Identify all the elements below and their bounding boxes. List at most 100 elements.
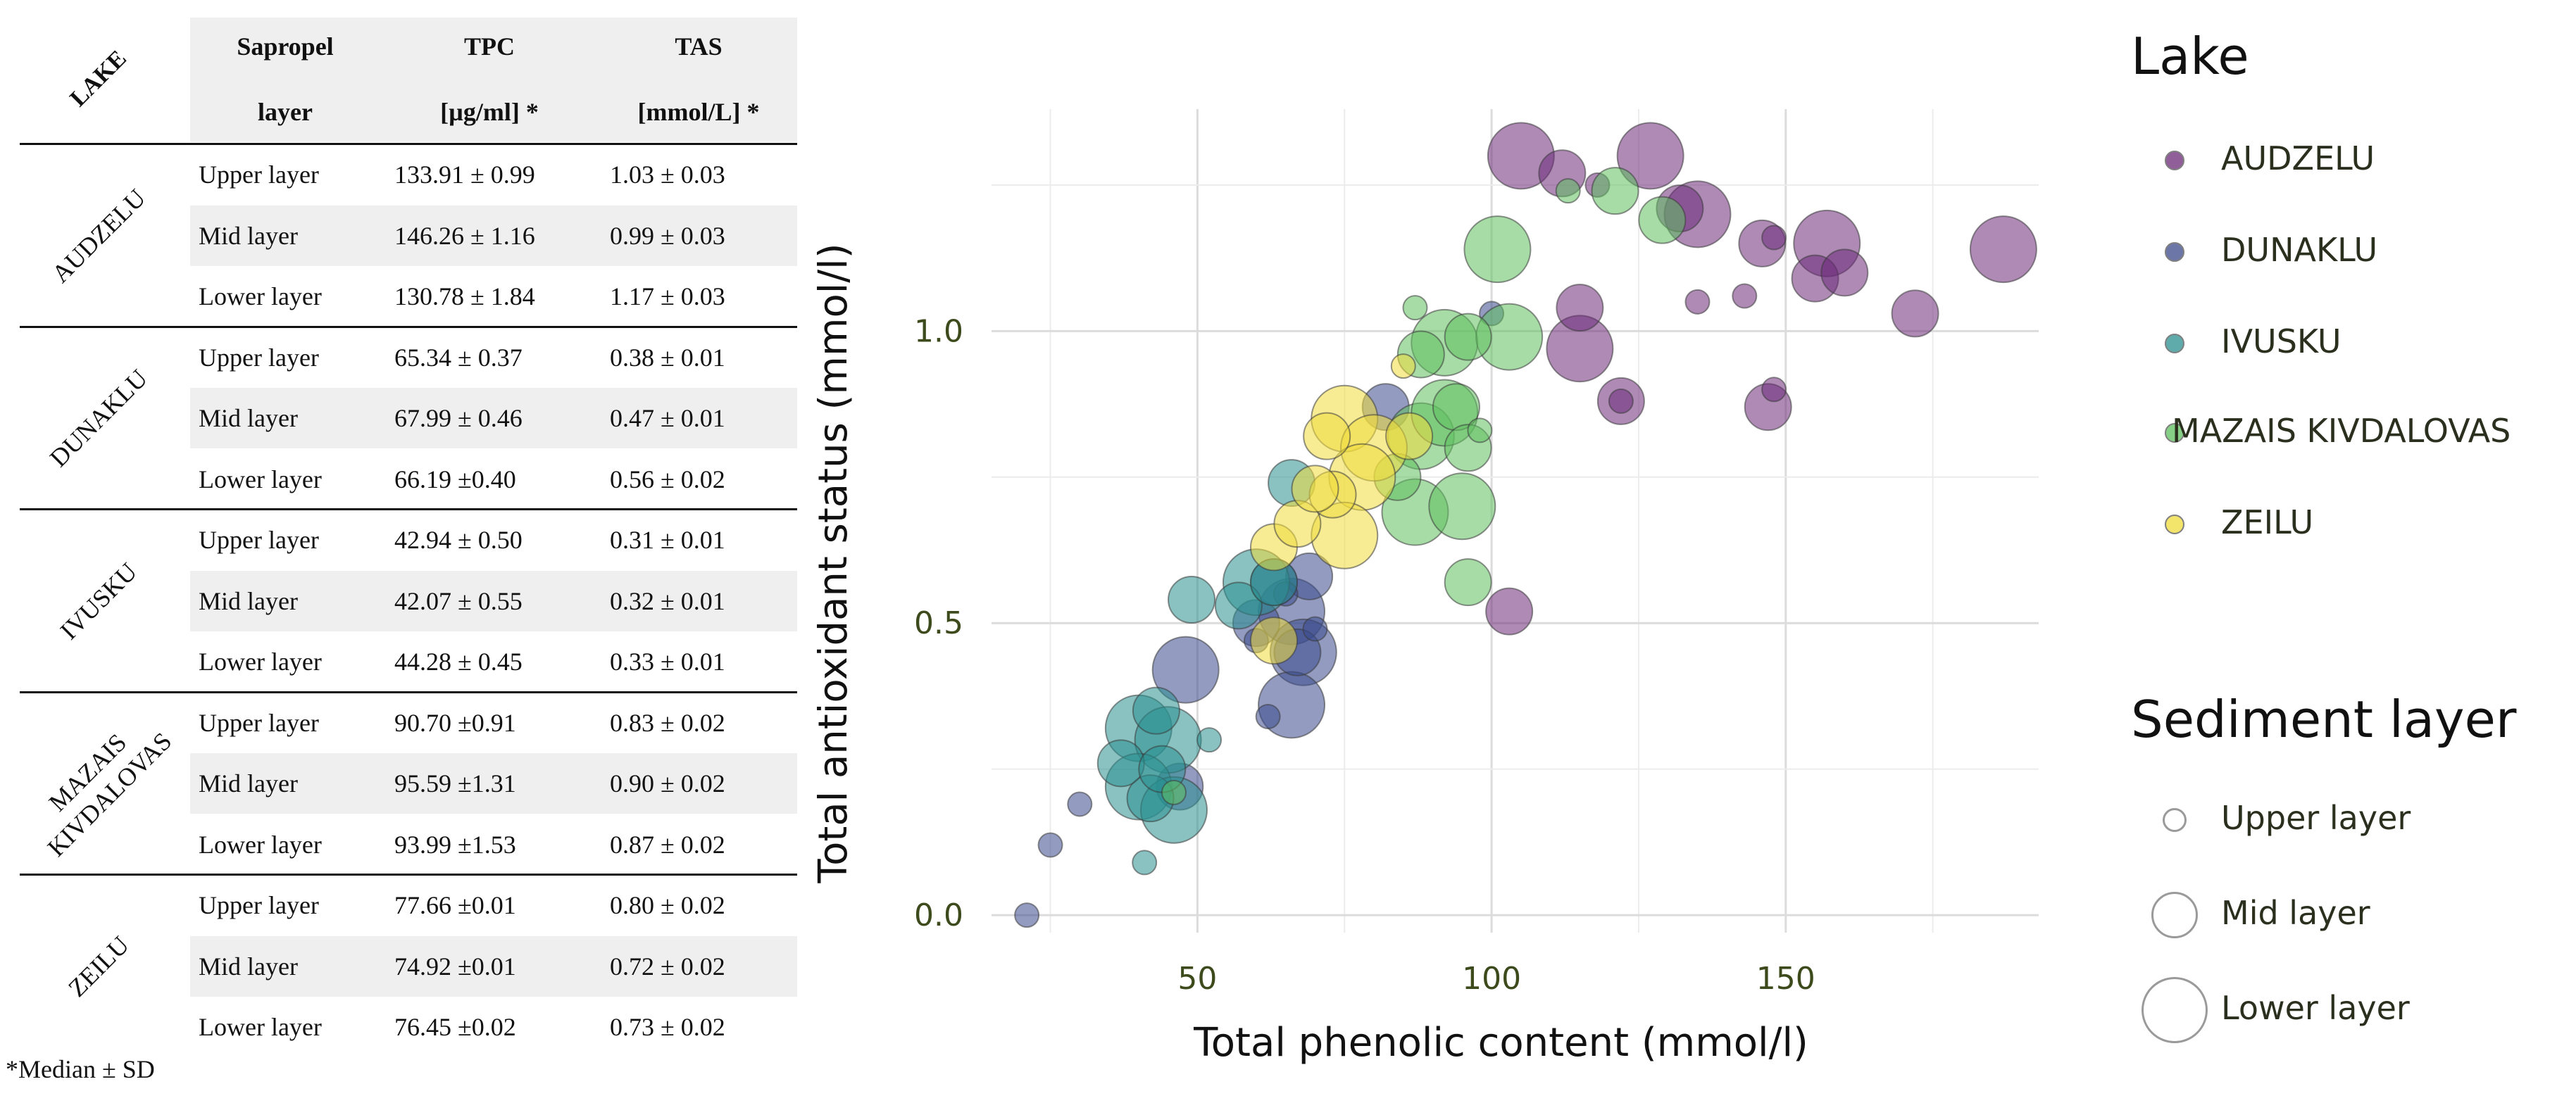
- data-point: [1168, 576, 1216, 624]
- data-point: [1761, 225, 1787, 251]
- legend-lake-swatch: [2165, 334, 2184, 353]
- group-divider: [20, 874, 797, 876]
- cell-layer: Upper layer: [199, 526, 319, 554]
- cell-tas: 0.33 ± 0.01: [610, 648, 725, 676]
- legend-lake-label: DUNAKLU: [2221, 231, 2378, 269]
- data-point: [1556, 284, 1604, 332]
- lake-label: MAZAIS KIVDALOVAS: [19, 704, 178, 863]
- header-lake: LAKE: [65, 45, 132, 112]
- cell-layer: Lower layer: [199, 465, 322, 493]
- data-point: [1096, 739, 1145, 788]
- table-row: Lower layer 66.19 ±0.40 0.56 ± 0.02: [190, 449, 797, 510]
- cell-layer: Mid layer: [199, 404, 298, 432]
- group-divider: [20, 325, 797, 328]
- cell-tpc: 130.78 ± 1.84: [394, 282, 535, 310]
- data-point: [1608, 388, 1634, 414]
- cell-tas: 0.47 ± 0.01: [610, 404, 725, 432]
- cell-tpc: 42.07 ± 0.55: [394, 586, 523, 615]
- x-tick-label: 50: [1177, 961, 1217, 997]
- cell-layer: Upper layer: [199, 160, 319, 189]
- x-tick-label: 100: [1462, 961, 1521, 997]
- legend-lake-swatch: [2165, 515, 2184, 534]
- legend-layer-title: Sediment layer: [2131, 690, 2517, 749]
- legend-lake-label: IVUSKU: [2221, 322, 2341, 360]
- cell-layer: Mid layer: [199, 586, 298, 615]
- data-point: [1467, 417, 1493, 443]
- legend: Lake AUDZELU DUNAKLU IVUSKU MAZAIS KIVDALOV…: [2113, 0, 2576, 1103]
- cell-tpc: 146.26 ± 1.16: [394, 221, 535, 250]
- lake-label: DUNAKLU: [44, 364, 154, 473]
- data-point: [1891, 289, 1939, 338]
- footnote: *Median ± SD: [6, 1055, 155, 1083]
- header-sapropel: Sapropel: [237, 32, 334, 61]
- cell-tpc: 66.19 ±0.40: [394, 465, 516, 493]
- cell-tas: 0.87 ± 0.02: [610, 830, 725, 859]
- data-point: [1761, 377, 1787, 403]
- data-point: [1555, 178, 1581, 204]
- x-axis-title: Total phenolic content (mmol/l): [1193, 1020, 1808, 1066]
- data-point: [1684, 289, 1711, 315]
- table-row: Lower layer 93.99 ±1.53 0.87 ± 0.02: [190, 814, 797, 875]
- table-row: Lower layer 76.45 ±0.02 0.73 ± 0.02: [190, 997, 797, 1057]
- data-point: [1037, 832, 1063, 858]
- data-point: [1302, 616, 1328, 642]
- data-point: [1161, 779, 1187, 805]
- data-point: [1820, 248, 1869, 297]
- data-point: [1214, 581, 1263, 630]
- table-row: Lower layer 44.28 ± 0.45 0.33 ± 0.01: [190, 631, 797, 692]
- cell-layer: Lower layer: [199, 830, 322, 859]
- table-row: Upper layer 90.70 ±0.91 0.83 ± 0.02: [190, 693, 797, 753]
- group-divider: [20, 143, 797, 145]
- cell-layer: Lower layer: [199, 282, 322, 310]
- data-point: [1485, 587, 1534, 636]
- data-point: [1428, 472, 1496, 541]
- cell-tas: 0.72 ± 0.02: [610, 952, 725, 981]
- cell-layer: Mid layer: [199, 221, 298, 250]
- cell-tpc: 76.45 ±0.02: [394, 1013, 516, 1041]
- cell-tas: 0.56 ± 0.02: [610, 465, 725, 493]
- lake-label: IVUSKU: [54, 557, 143, 645]
- scatter-chart: 50 100 150 0.0 0.5 1.0 Total phenolic content …: [817, 109, 2039, 1066]
- legend-lake-title: Lake: [2131, 27, 2249, 86]
- table-row: Upper layer 133.91 ± 0.99 1.03 ± 0.03: [190, 144, 797, 205]
- data-point: [1249, 617, 1298, 665]
- cell-layer: Upper layer: [199, 891, 319, 919]
- cell-tas: 1.17 ± 0.03: [610, 282, 725, 310]
- cell-tas: 0.99 ± 0.03: [610, 221, 725, 250]
- cell-tpc: 93.99 ±1.53: [394, 830, 516, 859]
- legend-lake-swatch: [2165, 423, 2184, 443]
- legend-lake-label: MAZAIS KIVDALOVAS: [2172, 412, 2511, 450]
- data-point: [1151, 636, 1220, 704]
- data-point: [1444, 313, 1492, 361]
- cell-layer: Mid layer: [199, 952, 298, 981]
- header-tas-sub: [mmol/L] *: [637, 98, 760, 126]
- data-point: [1385, 412, 1434, 460]
- legend-layer-swatch: [2163, 808, 2187, 832]
- legend-lake-swatch: [2165, 151, 2184, 170]
- cell-tas: 0.90 ± 0.02: [610, 769, 725, 798]
- data-point: [1014, 902, 1040, 928]
- x-tick-label: 150: [1756, 961, 1815, 997]
- legend-lake-label: AUDZELU: [2221, 139, 2375, 177]
- data-point: [1638, 196, 1687, 244]
- data-point: [1591, 167, 1639, 215]
- cell-tpc: 67.99 ± 0.46: [394, 404, 523, 432]
- cell-tas: 0.32 ± 0.01: [610, 586, 725, 615]
- cell-layer: Lower layer: [199, 1013, 322, 1041]
- data-points: [1014, 122, 2037, 928]
- header-tas: TAS: [675, 32, 723, 61]
- legend-lake-swatch: [2165, 242, 2184, 262]
- data-point: [1463, 215, 1532, 284]
- cell-tas: 0.38 ± 0.01: [610, 343, 725, 372]
- cell-tpc: 42.94 ± 0.50: [394, 526, 523, 554]
- table-row: Mid layer 74.92 ±0.01 0.72 ± 0.02: [190, 935, 797, 997]
- table-row: Upper layer 65.34 ± 0.37 0.38 ± 0.01: [190, 327, 797, 388]
- cell-layer: Upper layer: [199, 708, 319, 737]
- data-table: LAKE Sapropel layer TPC [µg/ml] * TAS [m…: [0, 0, 817, 1103]
- header-tpc: TPC: [464, 32, 515, 61]
- data-point: [1444, 558, 1492, 607]
- header-tpc-sub: [µg/ml] *: [440, 98, 539, 126]
- data-point: [1255, 703, 1281, 729]
- y-tick-label: 1.0: [914, 313, 963, 349]
- cell-tas: 0.31 ± 0.01: [610, 526, 725, 554]
